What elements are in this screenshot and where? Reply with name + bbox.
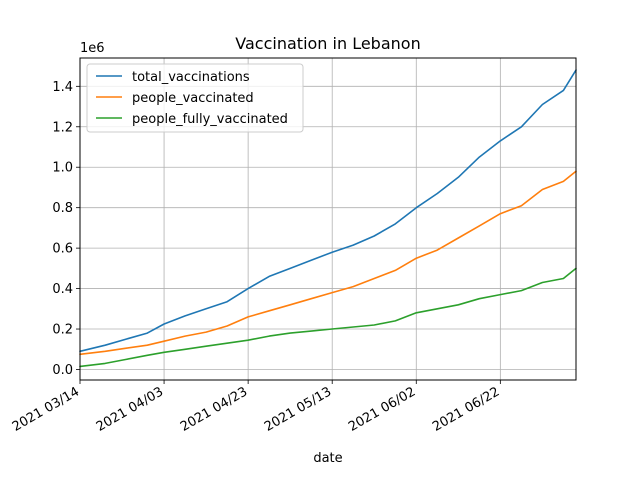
y-offset-label: 1e6 (80, 41, 105, 56)
y-tick-label: 0.0 (52, 363, 73, 378)
x-axis-label: date (313, 451, 342, 466)
legend-box (86, 63, 304, 133)
y-tick-label: 0.4 (52, 282, 73, 297)
legend-label-total_vaccinations: total_vaccinations (132, 70, 250, 85)
legend-entries: total_vaccinations people_vaccinatedpeopl… (96, 70, 288, 127)
series-line-people_fully_vaccinated (79, 267, 577, 368)
plot-frame (79, 57, 577, 381)
legend-label-people_fully_vaccinated: people_fully_vaccinated (132, 112, 288, 127)
y-tick-label: 1.2 (52, 120, 73, 135)
y-axis-ticks: 0.0 0.2 0.4 0.6 0.8 1.0 1.2 1.4 (52, 80, 80, 378)
y-tick-label: 0.8 (52, 201, 73, 216)
legend: total_vaccinations people_vaccinatedpeopl… (86, 63, 304, 133)
series-lines (79, 69, 577, 368)
y-tick-label: 0.6 (52, 242, 73, 257)
y-tick-label: 1.0 (52, 161, 73, 176)
series-line-total_vaccinations (79, 69, 577, 353)
series-line-people_vaccinated (79, 170, 577, 356)
legend-label-people_vaccinated: people_vaccinated (132, 91, 254, 106)
chart-title: Vaccination in Lebanon (235, 34, 420, 53)
y-tick-label: 1.4 (52, 80, 73, 95)
y-tick-label: 0.2 (52, 323, 73, 338)
